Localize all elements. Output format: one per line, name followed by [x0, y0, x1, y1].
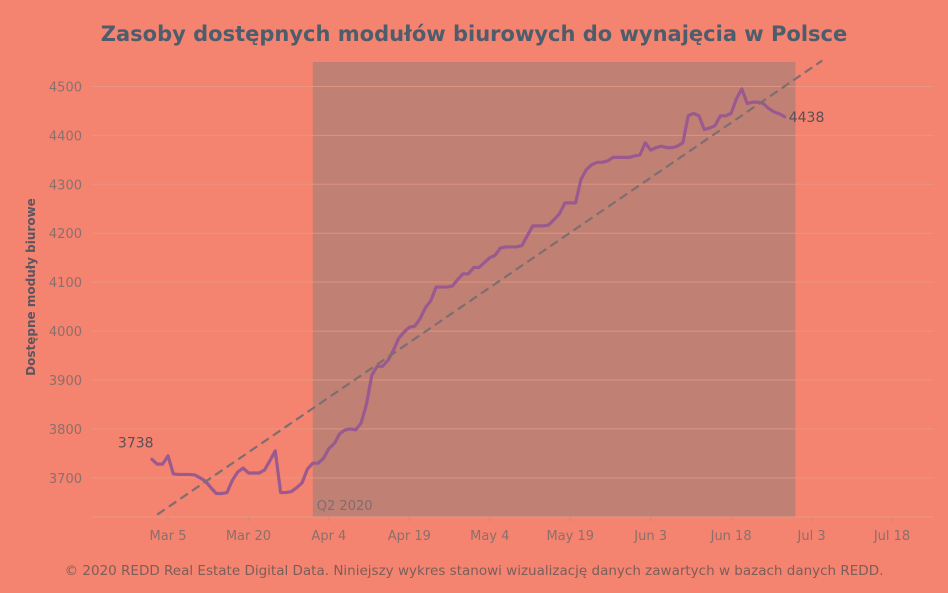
- y-tick-label: 4400: [49, 129, 82, 144]
- x-tick-label: Jul 18: [873, 529, 910, 544]
- y-tick-label: 4100: [49, 276, 82, 291]
- q2-band-label: Q2 2020: [317, 499, 373, 514]
- x-tick-label: Jul 3: [797, 529, 826, 544]
- x-tick-label: Jun 18: [710, 529, 752, 544]
- x-tick-label: May 4: [470, 529, 509, 544]
- x-tick-label: Jun 3: [633, 529, 667, 544]
- y-tick-label: 3800: [49, 423, 82, 438]
- y-tick-label: 4500: [49, 80, 82, 95]
- series-line: [150, 87, 787, 496]
- y-tick-label: 3700: [49, 472, 82, 487]
- x-tick-label: Apr 4: [311, 529, 346, 544]
- y-tick-label: 4000: [49, 325, 82, 340]
- q2-shaded-band: [312, 62, 796, 517]
- y-tick-label: 3900: [49, 374, 82, 389]
- trend-line: [156, 59, 823, 516]
- start-value-label: 3738: [118, 435, 154, 451]
- x-tick-label: Mar 20: [226, 529, 271, 544]
- y-tick-label: 4200: [49, 227, 82, 242]
- x-tick-label: Mar 5: [150, 529, 187, 544]
- end-value-label: 4438: [789, 110, 825, 126]
- x-tick-label: Apr 19: [388, 529, 431, 544]
- y-tick-label: 4300: [49, 178, 82, 193]
- x-tick-label: May 19: [546, 529, 594, 544]
- chart-title: Zasoby dostępnych modułów biurowych do w…: [100, 22, 848, 46]
- copyright-footer: © 2020 REDD Real Estate Digital Data. Ni…: [64, 563, 884, 579]
